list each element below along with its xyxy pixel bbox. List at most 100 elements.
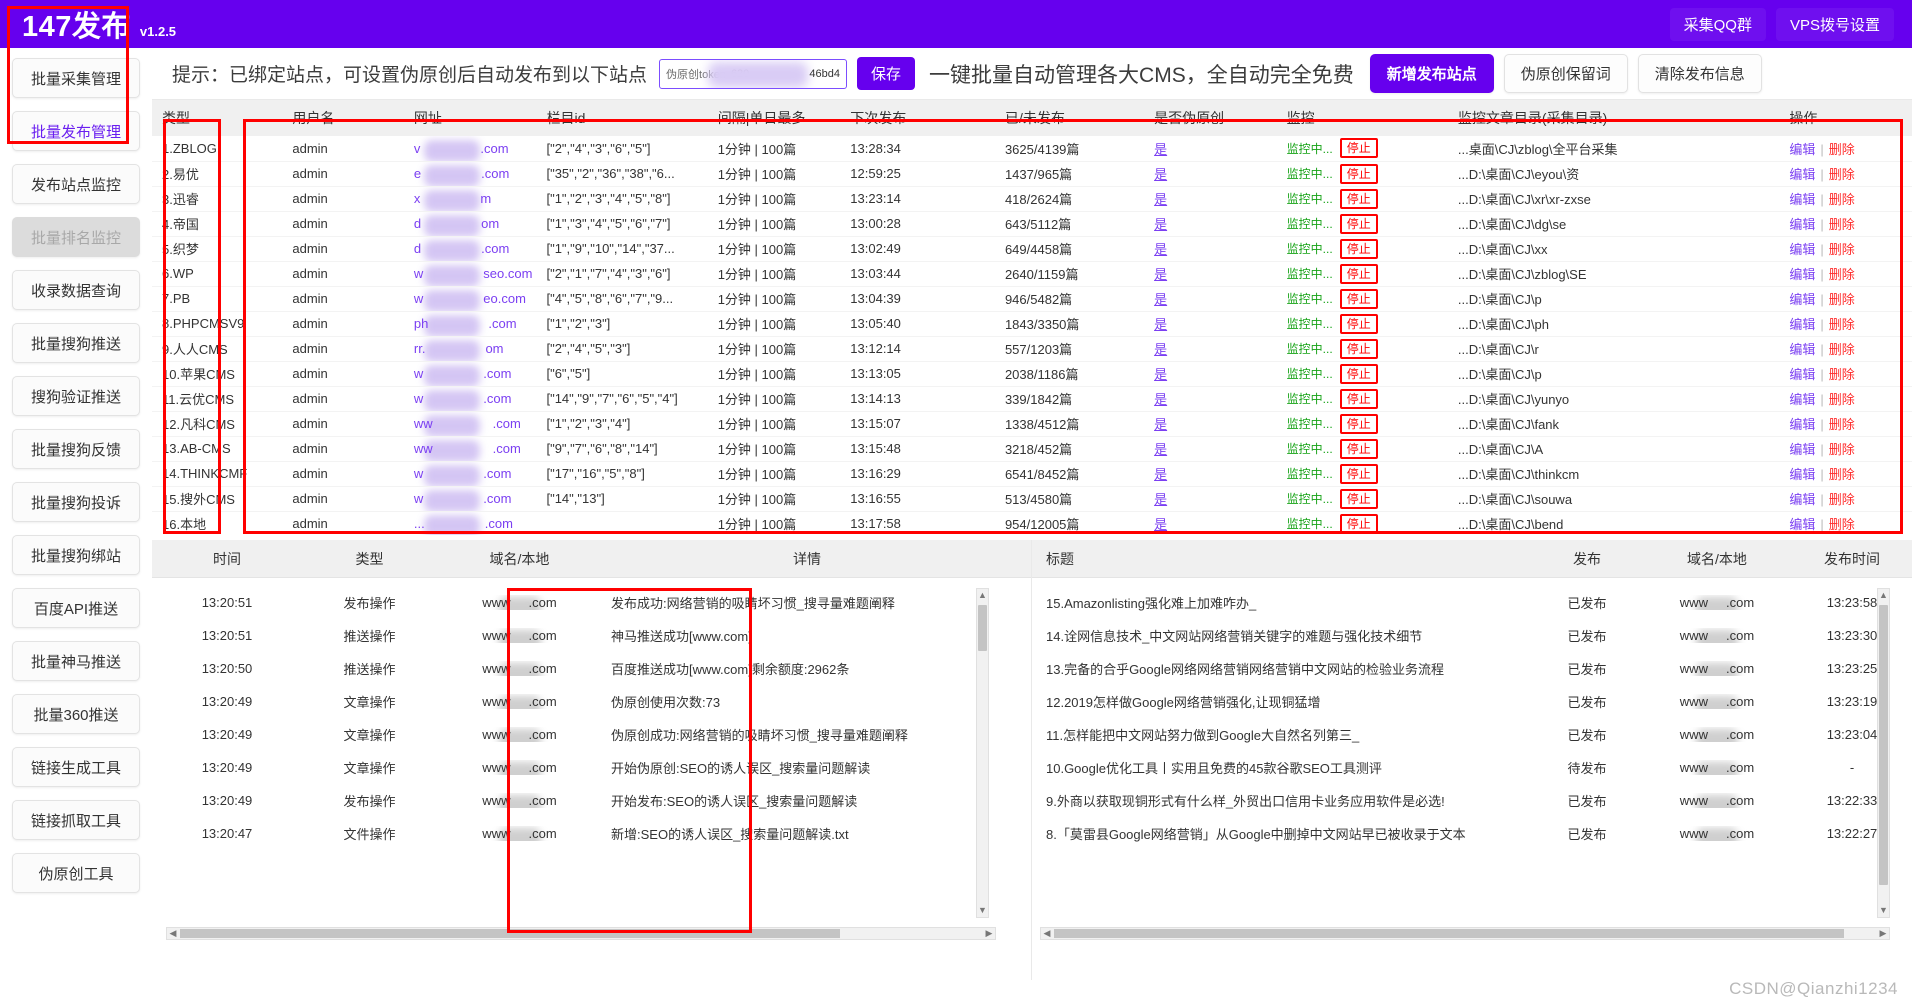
cell-monitor[interactable]: 监控中... 停止 [1276,461,1448,487]
log-row[interactable]: 13:20:49 文章操作 www .com 伪原创成功:网络营销的吸睛坏习惯_搜寻量… [152,718,1031,751]
table-row[interactable]: 16.本地 admin... .com 1分钟 | 100篇 13:17:58 954/1… [152,511,1912,535]
delete-link[interactable]: 删除 [1828,442,1855,457]
sidebar-item-batch-collect[interactable]: 批量采集管理 [12,58,140,98]
cell-rewrite[interactable]: 是 [1144,411,1277,437]
edit-link[interactable]: 编辑 [1789,367,1816,382]
cell-rewrite[interactable]: 是 [1144,211,1277,237]
col-header-actions[interactable]: 操作 [1779,100,1912,136]
cell-url[interactable]: w .com [403,486,537,512]
table-row[interactable]: 7.PB admin w eo.com ["4","5","8","6","7","9.… [152,286,1912,312]
save-button[interactable]: 保存 [857,57,916,90]
list-item[interactable]: 11.怎样能把中文网站努力做到Google大自然名列第三_ 已发布 www .com… [1032,718,1912,751]
table-row[interactable]: 5.织梦 admin d .com ["1","9","10","14","37... 1… [152,236,1912,262]
cell-monitor[interactable]: 监控中... 停止 [1276,236,1448,262]
cell-actions[interactable]: 编辑 | 删除 [1779,311,1912,337]
articles-vertical-scrollbar[interactable]: ▲ ▼ [1877,588,1890,918]
delete-link[interactable]: 删除 [1828,392,1855,407]
delete-link[interactable]: 删除 [1828,192,1855,207]
list-item[interactable]: 13.完备的合乎Google网络网络营销网络营销中文网站的检验业务流程 已发布 ww… [1032,652,1912,685]
cell-url[interactable]: rr. om [403,336,537,362]
col-header-interval[interactable]: 间隔|单日最多 [707,100,841,136]
scroll-left-icon[interactable]: ◀ [169,928,177,938]
cell-monitor[interactable]: 监控中... 停止 [1276,136,1448,162]
cell-url[interactable]: d om [403,211,537,237]
cell-actions[interactable]: 编辑 | 删除 [1779,336,1912,362]
cell-actions[interactable]: 编辑 | 删除 [1779,161,1912,187]
table-row[interactable]: 14.THINKCMF admin w .com ["17","16","5","8"]… [152,461,1912,487]
cell-actions[interactable]: 编辑 | 删除 [1779,436,1912,462]
delete-link[interactable]: 删除 [1828,292,1855,307]
sidebar-item-baidu-api-push[interactable]: 百度API推送 [12,588,140,628]
delete-link[interactable]: 删除 [1828,342,1855,357]
sidebar-item-link-generator[interactable]: 链接生成工具 [12,747,140,787]
log-row[interactable]: 13:20:50 推送操作 www .com 百度推送成功[www.com]剩余额度:… [152,652,1031,685]
table-row[interactable]: 13.AB-CMS admin ww .com ["9","7","6","8","14… [152,436,1912,462]
cell-monitor[interactable]: 监控中... 停止 [1276,486,1448,512]
cell-monitor[interactable]: 监控中... 停止 [1276,286,1448,312]
sidebar-item-sogou-verify[interactable]: 搜狗验证推送 [12,376,140,416]
delete-link[interactable]: 删除 [1828,217,1855,232]
stop-button[interactable]: 停止 [1339,313,1378,334]
cell-rewrite[interactable]: 是 [1144,486,1277,512]
stop-button[interactable]: 停止 [1339,388,1378,409]
cell-actions[interactable]: 编辑 | 删除 [1779,136,1912,162]
sidebar-item-rewrite-tool[interactable]: 伪原创工具 [12,853,140,893]
cell-url[interactable]: v .com [403,136,537,162]
cell-url[interactable]: d .com [403,236,537,262]
add-publish-site-button[interactable]: 新增发布站点 [1369,54,1494,93]
edit-link[interactable]: 编辑 [1789,317,1816,332]
scroll-right-icon[interactable]: ▶ [985,928,993,938]
cell-monitor[interactable]: 监控中... 停止 [1276,336,1448,362]
sidebar-item-sogou-push[interactable]: 批量搜狗推送 [12,323,140,363]
cell-rewrite[interactable]: 是 [1144,136,1277,162]
cell-url[interactable]: ... .com [403,511,537,535]
sidebar-item-shenma-push[interactable]: 批量神马推送 [12,641,140,681]
delete-link[interactable]: 删除 [1828,167,1855,182]
edit-link[interactable]: 编辑 [1789,492,1816,507]
sidebar-item-sogou-bind[interactable]: 批量搜狗绑站 [12,535,140,575]
cell-actions[interactable]: 编辑 | 删除 [1779,186,1912,212]
cell-rewrite[interactable]: 是 [1144,336,1277,362]
stop-button[interactable]: 停止 [1339,163,1378,184]
col-header-published[interactable]: 已/未发布 [994,100,1145,136]
rewrite-keep-words-button[interactable]: 伪原创保留词 [1503,54,1628,93]
cell-monitor[interactable]: 监控中... 停止 [1276,386,1448,412]
cell-url[interactable]: w seo.com [403,261,537,287]
scroll-down-icon[interactable]: ▼ [978,905,987,915]
article-col-header-domain[interactable]: 域名/本地 [1687,550,1747,567]
cell-monitor[interactable]: 监控中... 停止 [1276,211,1448,237]
edit-link[interactable]: 编辑 [1789,167,1816,182]
topnav-item-qq-group[interactable]: 采集QQ群 [1669,7,1766,41]
delete-link[interactable]: 删除 [1828,367,1855,382]
list-item[interactable]: 10.Google优化工具丨实用且免费的45款谷歌SEO工具测评 待发布 www .… [1032,751,1912,784]
article-col-header-title[interactable]: 标题 [1046,550,1074,567]
cell-actions[interactable]: 编辑 | 删除 [1779,286,1912,312]
stop-button[interactable]: 停止 [1339,438,1378,459]
cell-url[interactable]: e .com [403,161,537,187]
stop-button[interactable]: 停止 [1339,488,1378,509]
edit-link[interactable]: 编辑 [1789,342,1816,357]
delete-link[interactable]: 删除 [1828,267,1855,282]
scroll-up-icon[interactable]: ▲ [1879,590,1888,600]
log-col-header-time[interactable]: 时间 [213,550,241,567]
stop-button[interactable]: 停止 [1339,513,1378,534]
cell-rewrite[interactable]: 是 [1144,436,1277,462]
list-item[interactable]: 15.Amazonlisting强化难上加难咋办_ 已发布 www .com 13:2… [1032,586,1912,619]
cell-rewrite[interactable]: 是 [1144,261,1277,287]
edit-link[interactable]: 编辑 [1789,442,1816,457]
table-row[interactable]: 12.凡科CMS admin ww .com ["1","2","3","4"] 1分钟 … [152,411,1912,437]
scrollbar-thumb[interactable] [1054,929,1844,938]
sidebar-item-index-query[interactable]: 收录数据查询 [12,270,140,310]
cell-actions[interactable]: 编辑 | 删除 [1779,511,1912,535]
list-item[interactable]: 8.「莫雷县Google网络营销」从Google中删掉中文网站早已被收录于文本 已… [1032,817,1912,850]
cell-actions[interactable]: 编辑 | 删除 [1779,486,1912,512]
topnav-item-vps-dialup[interactable]: VPS拨号设置 [1775,7,1894,41]
sidebar-item-sogou-complaint[interactable]: 批量搜狗投诉 [12,482,140,522]
delete-link[interactable]: 删除 [1828,242,1855,257]
delete-link[interactable]: 删除 [1828,141,1855,157]
col-header-username[interactable]: 用户名 [282,100,404,136]
cell-url[interactable]: ww .com [403,436,537,462]
article-col-header-status[interactable]: 发布 [1573,550,1601,567]
cell-url[interactable]: w eo.com [403,286,537,312]
